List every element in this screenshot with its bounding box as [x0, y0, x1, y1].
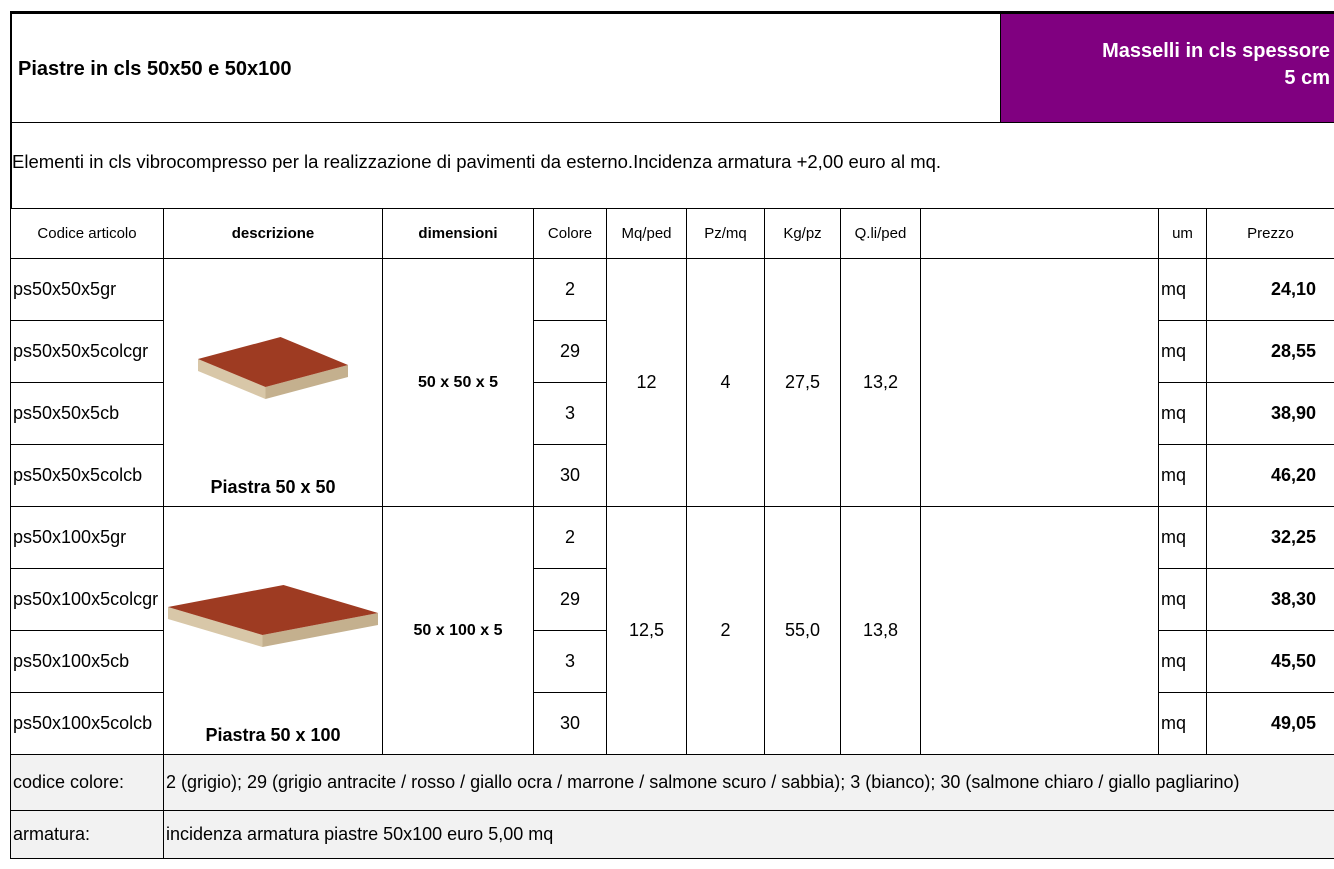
note-row: codice colore: 2 (grigio); 29 (grigio ant…: [10, 754, 1334, 811]
um: mq: [1158, 506, 1207, 569]
um: mq: [1158, 444, 1207, 507]
kg-pz: 27,5: [764, 258, 841, 507]
note-label: armatura:: [10, 810, 164, 859]
code: ps50x100x5colcb: [10, 692, 164, 755]
pz-mq: 2: [686, 506, 765, 755]
data-row: ps50x100x5colcb 30 mq 49,05: [10, 692, 1334, 755]
data-row: ps50x50x5cb 3 mq 38,90: [10, 382, 1334, 445]
header-cell: Pz/mq: [686, 208, 765, 259]
pz-mq: 4: [686, 258, 765, 507]
price: 38,30: [1206, 568, 1334, 631]
header-cell: Q.li/ped: [840, 208, 921, 259]
colore: 3: [533, 382, 607, 445]
image-box: [166, 297, 380, 447]
product-name: Piastra 50 x 100: [205, 725, 341, 745]
colore: 30: [533, 692, 607, 755]
um: mq: [1158, 692, 1207, 755]
data-row: ps50x100x5cb 3 mq 45,50: [10, 630, 1334, 693]
dimensions: 50 x 100 x 5: [382, 506, 534, 755]
product-cell: Piastra 50 x 100: [163, 506, 383, 755]
empty-cell: [920, 258, 1159, 507]
header-cell: Colore: [533, 208, 607, 259]
colore: 2: [533, 258, 607, 321]
data-row: ps50x50x5colcb 30 mq 46,20: [10, 444, 1334, 507]
colore: 3: [533, 630, 607, 693]
data-row: ps50x50x5colcgr 29 mq 28,55: [10, 320, 1334, 383]
code: ps50x100x5gr: [10, 506, 164, 569]
note-row: armatura: incidenza armatura piastre 50x1…: [10, 810, 1334, 859]
badge-line: 5 cm: [1284, 67, 1330, 89]
header-cell: [920, 208, 1159, 259]
price: 38,90: [1206, 382, 1334, 445]
header-cell: Kg/pz: [764, 208, 841, 259]
colore: 29: [533, 568, 607, 631]
um: mq: [1158, 320, 1207, 383]
header-cell: Codice articolo: [10, 208, 164, 259]
data-row: ps50x50x5gr Piastra 50 x 50 50 x 50 x 5 2 12…: [10, 258, 1334, 507]
qli-ped: 13,2: [840, 258, 921, 507]
description-bar: [10, 122, 1334, 208]
code: ps50x50x5gr: [10, 258, 164, 321]
kg-pz: 55,0: [764, 506, 841, 755]
note-text: incidenza armatura piastre 50x100 euro 5…: [163, 810, 1334, 859]
product-image: [168, 585, 378, 647]
empty-cell: [920, 506, 1159, 755]
code: ps50x50x5colcgr: [10, 320, 164, 383]
title: Piastre in cls 50x50 e 50x100: [18, 58, 292, 80]
data-row: ps50x100x5gr Piastra 50 x 100 50 x 100 x 5…: [10, 506, 1334, 755]
header-cell: um: [1158, 208, 1207, 259]
qli-ped: 13,8: [840, 506, 921, 755]
code: ps50x100x5cb: [10, 630, 164, 693]
header-cell: Prezzo: [1206, 208, 1334, 259]
price: 45,50: [1206, 630, 1334, 693]
header-cell: descrizione: [163, 208, 383, 259]
product-name: Piastra 50 x 50: [210, 477, 336, 497]
price: 28,55: [1206, 320, 1334, 383]
um: mq: [1158, 568, 1207, 631]
colore: 2: [533, 506, 607, 569]
code: ps50x50x5colcb: [10, 444, 164, 507]
um: mq: [1158, 382, 1207, 445]
note-text: 2 (grigio); 29 (grigio antracite / rosso…: [163, 754, 1334, 811]
code: ps50x50x5cb: [10, 382, 164, 445]
image-box: [166, 545, 380, 695]
data-row: ps50x100x5colcgr 29 mq 38,30: [10, 568, 1334, 631]
header-cell: dimensioni: [382, 208, 534, 259]
mq-ped: 12,5: [606, 506, 687, 755]
price: 24,10: [1206, 258, 1334, 321]
description: Elementi in cls vibrocompresso per la re…: [12, 151, 942, 172]
product-cell: Piastra 50 x 50: [163, 258, 383, 507]
um: mq: [1158, 258, 1207, 321]
dimensions: 50 x 50 x 5: [382, 258, 534, 507]
mq-ped: 12: [606, 258, 687, 507]
note-label: codice colore:: [10, 754, 164, 811]
um: mq: [1158, 630, 1207, 693]
price: 49,05: [1206, 692, 1334, 755]
price: 32,25: [1206, 506, 1334, 569]
colore: 30: [533, 444, 607, 507]
header-row: Codice articolo descrizione dimensioni Colo…: [10, 208, 1334, 259]
header-cell: Mq/ped: [606, 208, 687, 259]
code: ps50x100x5colcgr: [10, 568, 164, 631]
badge: Masselli in cls spessore 5 cm: [1000, 14, 1334, 122]
price-table: Codice articolo descrizione dimensioni Colo…: [10, 208, 1334, 859]
price: 46,20: [1206, 444, 1334, 507]
badge-line: Masselli in cls spessore: [1102, 40, 1330, 62]
title-bar: [10, 11, 1334, 122]
product-image: [198, 337, 348, 399]
colore: 29: [533, 320, 607, 383]
